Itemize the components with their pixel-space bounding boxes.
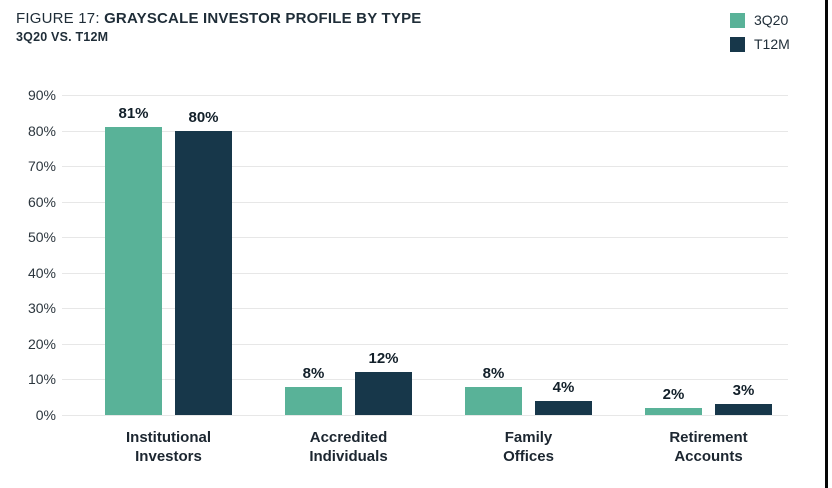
gridline-40%: [62, 272, 788, 274]
y-tick-label: 40%: [27, 264, 56, 281]
gridline-70%: [62, 166, 788, 168]
value-label-t12m-4: 3%: [732, 382, 755, 400]
legend-swatch-3q20: [730, 12, 745, 28]
y-tick-label: 50%: [27, 229, 56, 246]
category-label-2: Accredited Individuals: [309, 429, 388, 465]
legend-label: T12M: [754, 36, 790, 52]
y-tick-label: 60%: [27, 193, 56, 210]
value-label-t12m-1: 80%: [188, 108, 219, 126]
page-border: [825, 0, 828, 488]
gridline-60%: [62, 201, 788, 203]
category-label-4: Retirement Accounts: [669, 429, 748, 465]
gridline-90%: [62, 95, 788, 96]
value-label-3q20-3: 8%: [482, 364, 505, 382]
value-label-3q20-2: 8%: [302, 364, 325, 382]
value-label-3q20-4: 2%: [662, 385, 685, 403]
gridline-30%: [62, 308, 788, 310]
bar-3q20-2: [285, 386, 342, 415]
y-axis: 0% 10% 20% 30% 40% 50% 60% 70% 80% 90%: [0, 0, 62, 488]
category-label-1: Institutional Investors: [126, 429, 211, 465]
y-tick-label: 80%: [27, 122, 56, 139]
gridline-20%: [62, 343, 788, 345]
value-label-t12m-3: 4%: [552, 378, 575, 396]
bar-t12m-3: [535, 400, 592, 415]
y-tick-label: 20%: [27, 335, 56, 352]
legend-swatch-t12m: [730, 36, 745, 52]
y-tick-label: 30%: [27, 300, 56, 317]
y-tick-label: 10%: [27, 371, 56, 388]
plot-area: 81% 80% 8% 12% 8% 4% 2% 3%: [62, 95, 788, 416]
legend-label: 3Q20: [754, 12, 789, 28]
y-tick-label: 90%: [27, 87, 56, 103]
bar-3q20-3: [465, 386, 522, 415]
bar-t12m-1: [175, 130, 232, 415]
bar-t12m-2: [355, 372, 412, 415]
gridline-50%: [62, 237, 788, 239]
value-label-3q20-1: 81%: [118, 105, 149, 122]
legend-item-t12m: T12M: [730, 36, 790, 52]
gridline-80%: [62, 130, 788, 132]
gridline-0%: [62, 415, 788, 416]
bar-3q20-1: [105, 127, 162, 415]
y-tick-label: 0%: [35, 407, 56, 423]
legend-item-3q20: 3Q20: [730, 12, 790, 28]
value-label-t12m-2: 12%: [368, 350, 399, 368]
chart-legend: 3Q20 T12M: [730, 12, 790, 60]
figure-label: FIGURE 17:: [16, 10, 100, 27]
y-tick-label: 70%: [27, 158, 56, 175]
chart-header: FIGURE 17: GRAYSCALE INVESTOR PROFILE BY…: [16, 10, 421, 44]
chart-subtitle: 3Q20 VS. T12M: [16, 30, 109, 44]
chart-title: GRAYSCALE INVESTOR PROFILE BY TYPE: [104, 10, 422, 27]
bar-3q20-4: [645, 407, 702, 415]
gridline-10%: [62, 379, 788, 381]
chart-title-line: FIGURE 17: GRAYSCALE INVESTOR PROFILE BY…: [16, 10, 421, 27]
bar-t12m-4: [715, 404, 772, 415]
category-label-3: Family Offices: [503, 429, 554, 465]
